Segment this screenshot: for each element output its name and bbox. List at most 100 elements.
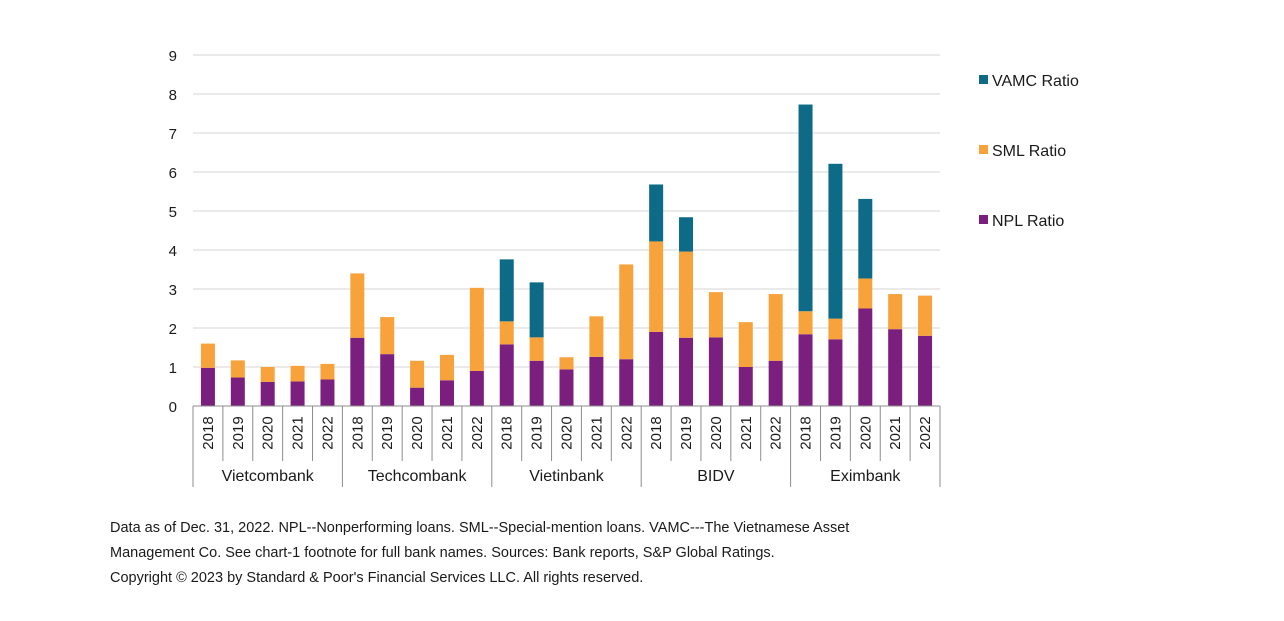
x-category-label: 2022 xyxy=(469,416,486,449)
x-group-label: Eximbank xyxy=(830,468,901,485)
bar-segment-vamc-ratio xyxy=(529,282,544,338)
x-category-label: 2019 xyxy=(379,416,396,449)
x-category-label: 2021 xyxy=(887,416,904,449)
bar-segment-sml-ratio xyxy=(439,354,454,381)
bar-segment-sml-ratio xyxy=(768,294,783,361)
bar-segment-npl-ratio xyxy=(649,331,664,406)
x-category-label: 2020 xyxy=(559,416,576,449)
bar-segment-sml-ratio xyxy=(230,360,245,378)
bar-segment-sml-ratio xyxy=(858,278,873,309)
footnote-line-1: Data as of Dec. 31, 2022. NPL--Nonperfor… xyxy=(110,520,850,536)
bar-segment-npl-ratio xyxy=(529,360,544,406)
x-category-label: 2019 xyxy=(529,416,546,449)
x-category-label: 2020 xyxy=(708,416,725,449)
bar-segment-sml-ratio xyxy=(828,318,843,340)
bar-segment-sml-ratio xyxy=(469,287,484,371)
x-category-label: 2019 xyxy=(230,416,247,449)
y-tick-label: 1 xyxy=(169,360,177,377)
bar-segment-sml-ratio xyxy=(679,251,694,338)
bar-segment-vamc-ratio xyxy=(679,217,694,252)
legend-swatch xyxy=(979,215,988,224)
legend-label: NPL Ratio xyxy=(992,213,1064,230)
x-category-label: 2021 xyxy=(738,416,755,449)
legend-swatch xyxy=(979,145,988,154)
x-category-label: 2021 xyxy=(290,416,307,449)
x-category-label: 2019 xyxy=(678,416,695,449)
bar-segment-npl-ratio xyxy=(499,344,514,406)
bar-segment-sml-ratio xyxy=(589,316,604,357)
bar-segment-vamc-ratio xyxy=(858,198,873,279)
y-tick-label: 3 xyxy=(169,282,177,299)
bar-segment-npl-ratio xyxy=(290,381,305,406)
bar-segment-sml-ratio xyxy=(200,343,215,368)
bar-segment-npl-ratio xyxy=(469,370,484,406)
x-category-label: 2018 xyxy=(349,416,366,449)
bar-segment-npl-ratio xyxy=(679,337,694,406)
bar-segment-vamc-ratio xyxy=(499,259,514,322)
y-tick-label: 9 xyxy=(169,48,177,65)
bar-segment-sml-ratio xyxy=(410,360,425,388)
bar-segment-sml-ratio xyxy=(798,311,813,335)
bar-segment-npl-ratio xyxy=(858,308,873,406)
y-tick-label: 5 xyxy=(169,204,177,221)
bar-segment-sml-ratio xyxy=(738,322,753,367)
bar-segment-vamc-ratio xyxy=(649,184,664,242)
y-tick-label: 7 xyxy=(169,126,177,143)
y-tick-label: 0 xyxy=(169,399,177,416)
bar-segment-sml-ratio xyxy=(320,363,335,380)
y-tick-label: 4 xyxy=(169,243,177,260)
bar-segment-npl-ratio xyxy=(828,339,843,406)
bar-segment-npl-ratio xyxy=(230,377,245,406)
x-category-label: 2022 xyxy=(319,416,336,449)
x-category-label: 2019 xyxy=(827,416,844,449)
x-category-label: 2022 xyxy=(917,416,934,449)
x-category-label: 2018 xyxy=(648,416,665,449)
x-group-label: Vietcombank xyxy=(222,468,315,485)
y-tick-label: 6 xyxy=(169,165,177,182)
x-group-label: BIDV xyxy=(697,468,735,485)
bar-segment-sml-ratio xyxy=(499,321,514,345)
footnote-line-2: Management Co. See chart-1 footnote for … xyxy=(110,545,775,561)
bar-segment-sml-ratio xyxy=(918,295,933,336)
bar-segment-npl-ratio xyxy=(798,334,813,406)
x-category-label: 2018 xyxy=(200,416,217,449)
x-category-label: 2022 xyxy=(768,416,785,449)
bar-segment-npl-ratio xyxy=(380,354,395,406)
x-category-label: 2020 xyxy=(409,416,426,449)
x-category-label: 2021 xyxy=(439,416,456,449)
y-tick-label: 2 xyxy=(169,321,177,338)
x-group-label: Techcombank xyxy=(368,468,468,485)
x-category-label: 2021 xyxy=(588,416,605,449)
x-group-label: Vietinbank xyxy=(529,468,604,485)
bar-segment-npl-ratio xyxy=(320,379,335,406)
bar-segment-npl-ratio xyxy=(410,387,425,406)
footnote-line-3: Copyright © 2023 by Standard & Poor's Fi… xyxy=(110,570,644,586)
bar-segment-npl-ratio xyxy=(200,367,215,406)
x-category-label: 2020 xyxy=(260,416,277,449)
chart-footnote: Data as of Dec. 31, 2022. NPL--Nonperfor… xyxy=(110,516,1110,591)
x-category-label: 2018 xyxy=(798,416,815,449)
bar-segment-npl-ratio xyxy=(738,367,753,406)
bar-segment-sml-ratio xyxy=(559,357,574,370)
x-category-label: 2020 xyxy=(857,416,874,449)
bar-segment-sml-ratio xyxy=(260,367,275,382)
bar-segment-npl-ratio xyxy=(918,335,933,406)
bar-segment-npl-ratio xyxy=(260,381,275,406)
bar-segment-npl-ratio xyxy=(589,356,604,406)
bar-segment-npl-ratio xyxy=(619,359,634,406)
bar-segment-vamc-ratio xyxy=(828,163,843,319)
bar-segment-sml-ratio xyxy=(619,264,634,360)
legend-label: SML Ratio xyxy=(992,143,1066,160)
x-category-label: 2022 xyxy=(618,416,635,449)
legend-label: VAMC Ratio xyxy=(992,73,1079,90)
x-category-label: 2018 xyxy=(499,416,516,449)
bar-segment-sml-ratio xyxy=(529,337,544,361)
bar-segment-npl-ratio xyxy=(708,337,723,406)
bar-segment-npl-ratio xyxy=(888,329,903,406)
legend-swatch xyxy=(979,75,988,84)
bar-segment-npl-ratio xyxy=(768,360,783,406)
bar-segment-sml-ratio xyxy=(350,273,365,338)
bar-segment-npl-ratio xyxy=(439,380,454,406)
bar-segment-sml-ratio xyxy=(708,292,723,338)
